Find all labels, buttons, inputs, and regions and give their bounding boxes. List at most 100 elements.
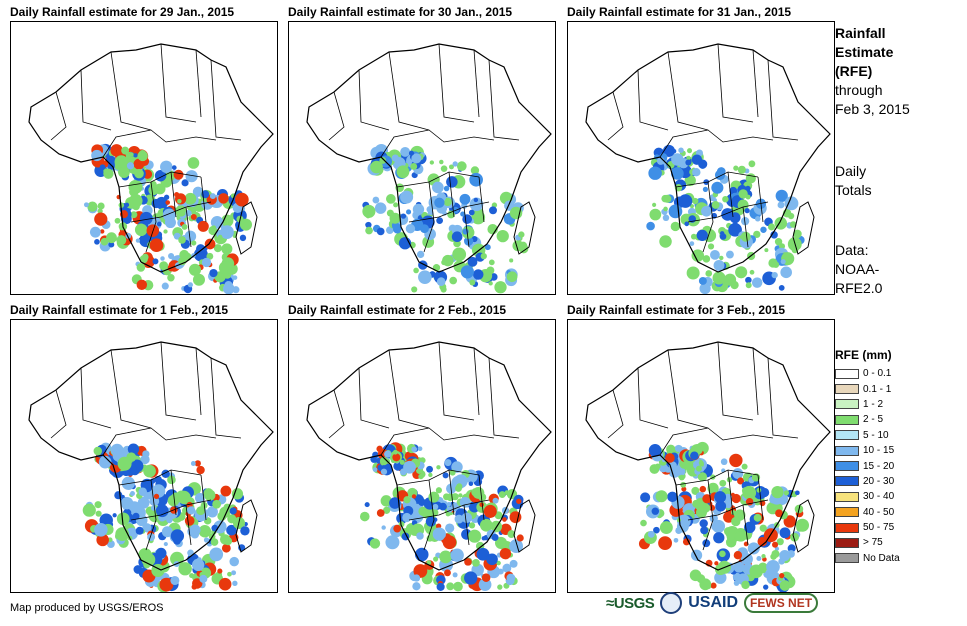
rainfall-mark [648, 444, 662, 457]
rainfall-mark [737, 512, 744, 518]
rainfall-mark [155, 504, 169, 518]
rainfall-mark [715, 500, 727, 512]
rainfall-mark [416, 532, 424, 540]
rainfall-mark [469, 279, 476, 286]
rainfall-mark [108, 241, 115, 248]
rainfall-mark [467, 256, 478, 267]
rainfall-mark [406, 209, 412, 215]
rainfall-mark [452, 161, 458, 167]
rainfall-mark [479, 502, 484, 507]
rainfall-mark [711, 522, 719, 531]
rainfall-mark [112, 513, 117, 518]
rainfall-mark [473, 197, 479, 203]
rainfall-mark [133, 158, 145, 170]
rainfall-mark [191, 584, 198, 590]
legend-label: 5 - 10 [863, 429, 889, 441]
country-border [130, 499, 212, 521]
rainfall-mark [795, 490, 800, 496]
country-border [80, 367, 112, 429]
legend-swatch [835, 537, 859, 548]
country-border [145, 181, 157, 253]
rfe-legend: RFE (mm) 0 - 0.1 0.1 - 1 1 - 2 2 - 5 5 - 10 1… [835, 348, 900, 566]
rainfall-mark [376, 445, 383, 453]
rainfall-mark [231, 570, 237, 576]
country-border [659, 427, 774, 456]
rainfall-mark [780, 266, 792, 279]
rainfall-mark [460, 265, 474, 279]
rainfall-mark [213, 244, 222, 253]
rainfall-mark [796, 524, 804, 532]
legend-label: 30 - 40 [863, 491, 895, 503]
heading-line: (RFE) [835, 63, 873, 79]
country-border [675, 469, 759, 486]
country-border [687, 201, 769, 223]
country-border [396, 171, 480, 188]
rainfall-mark [661, 458, 666, 463]
rainfall-mark [232, 580, 238, 586]
rainfall-mark [451, 231, 463, 243]
rainfall-mark [745, 282, 752, 289]
rainfall-mark [756, 555, 762, 562]
africa-outline [585, 341, 831, 571]
panel-title: Daily Rainfall estimate for 29 Jan., 201… [10, 5, 235, 19]
rainfall-mark [468, 529, 482, 543]
rainfall-mark [710, 249, 720, 260]
rainfall-mark [212, 499, 222, 509]
rainfall-mark [385, 194, 396, 204]
rainfall-mark [719, 255, 724, 261]
legend-item: 30 - 40 [835, 489, 900, 504]
rainfall-mark [678, 468, 683, 473]
country-border [328, 389, 345, 439]
rainfall-mark [400, 190, 414, 204]
fews-net-logo: FEWS NET [744, 593, 819, 613]
legend-item: 20 - 30 [835, 474, 900, 489]
rainfall-mark [99, 164, 106, 171]
rainfall-mark [779, 527, 791, 539]
rainfall-mark [434, 197, 445, 208]
rainfall-mark [160, 256, 165, 261]
rainfall-mark [159, 577, 174, 592]
rainfall-mark [220, 225, 234, 239]
rainfall-mark [82, 503, 96, 517]
rainfall-mark [439, 159, 444, 165]
legend-swatch [835, 522, 859, 533]
rainfall-mark [452, 247, 467, 262]
rainfall-mark [384, 450, 392, 458]
rainfall-mark [218, 193, 229, 204]
rainfall-mark [114, 217, 121, 224]
rainfall-mark [229, 507, 237, 515]
totals-line: Daily [835, 163, 867, 179]
rainfall-mark [120, 496, 134, 510]
rainfall-mark [729, 453, 743, 468]
rainfall-mark [787, 544, 796, 553]
rainfall-mark [399, 468, 407, 476]
rainfall-mark [507, 530, 516, 538]
country-border [702, 181, 714, 253]
rainfall-mark [435, 523, 442, 529]
rainfall-mark [708, 504, 716, 511]
country-border [717, 341, 754, 421]
legend-swatch [835, 476, 859, 487]
rainfall-mark [420, 224, 429, 234]
rainfall-mark [150, 505, 157, 511]
legend-title: RFE (mm) [835, 348, 892, 362]
rainfall-mark [647, 530, 655, 538]
country-border [727, 171, 734, 218]
rainfall-mark [221, 543, 231, 553]
rainfall-mark [714, 561, 719, 566]
rainfall-mark [411, 494, 417, 499]
rainfall-mark [152, 258, 159, 265]
rainfall-mark [662, 214, 670, 222]
rainfall-mark [518, 241, 528, 251]
rainfall-mark [129, 491, 135, 497]
rainfall-mark [675, 445, 682, 452]
country-border [488, 59, 520, 141]
africa-outline [306, 341, 552, 571]
heading-line: Estimate [835, 44, 894, 60]
rainfall-mark [714, 491, 727, 503]
rainfall-mark [218, 261, 233, 275]
rainfall-mark [772, 261, 780, 268]
rainfall-mark [671, 148, 677, 154]
rainfall-mark [446, 501, 452, 507]
rainfall-mark [771, 549, 780, 558]
